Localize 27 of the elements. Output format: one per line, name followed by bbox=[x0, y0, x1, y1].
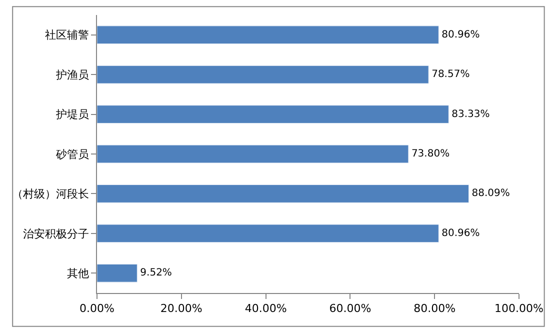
y-tick-label: 护渔员 bbox=[54, 68, 89, 82]
y-tick-label: 护堤员 bbox=[54, 108, 89, 122]
y-tick-label: 社区辅警 bbox=[44, 28, 89, 42]
data-label: 80.96% bbox=[442, 228, 480, 239]
y-tick-label: 其他 bbox=[66, 266, 89, 280]
x-tick-label: 80.00% bbox=[414, 302, 456, 316]
bar bbox=[97, 144, 409, 164]
bar bbox=[97, 105, 449, 124]
data-label: 88.09% bbox=[472, 188, 510, 200]
x-tick-label: 20.00% bbox=[160, 302, 202, 316]
x-tick-label: 40.00% bbox=[244, 302, 287, 316]
y-tick-label: （村级）河段长 bbox=[12, 188, 89, 201]
x-tick-label: 60.00% bbox=[329, 302, 372, 316]
bar bbox=[97, 26, 439, 44]
bar bbox=[97, 65, 429, 84]
x-tick-label: 0.00% bbox=[80, 302, 114, 316]
data-label: 80.96% bbox=[442, 29, 480, 40]
data-label: 9.52% bbox=[140, 268, 172, 279]
y-tick-label: 砂管员 bbox=[54, 148, 89, 161]
x-tick-label: 100.00% bbox=[494, 302, 544, 316]
data-label: 73.80% bbox=[411, 148, 450, 160]
data-label: 83.33% bbox=[452, 108, 490, 120]
data-label: 78.57% bbox=[432, 69, 470, 80]
y-tick-label: 治安积极分子 bbox=[22, 227, 89, 240]
bar bbox=[97, 264, 138, 282]
bar bbox=[97, 224, 439, 243]
bar bbox=[97, 184, 469, 203]
